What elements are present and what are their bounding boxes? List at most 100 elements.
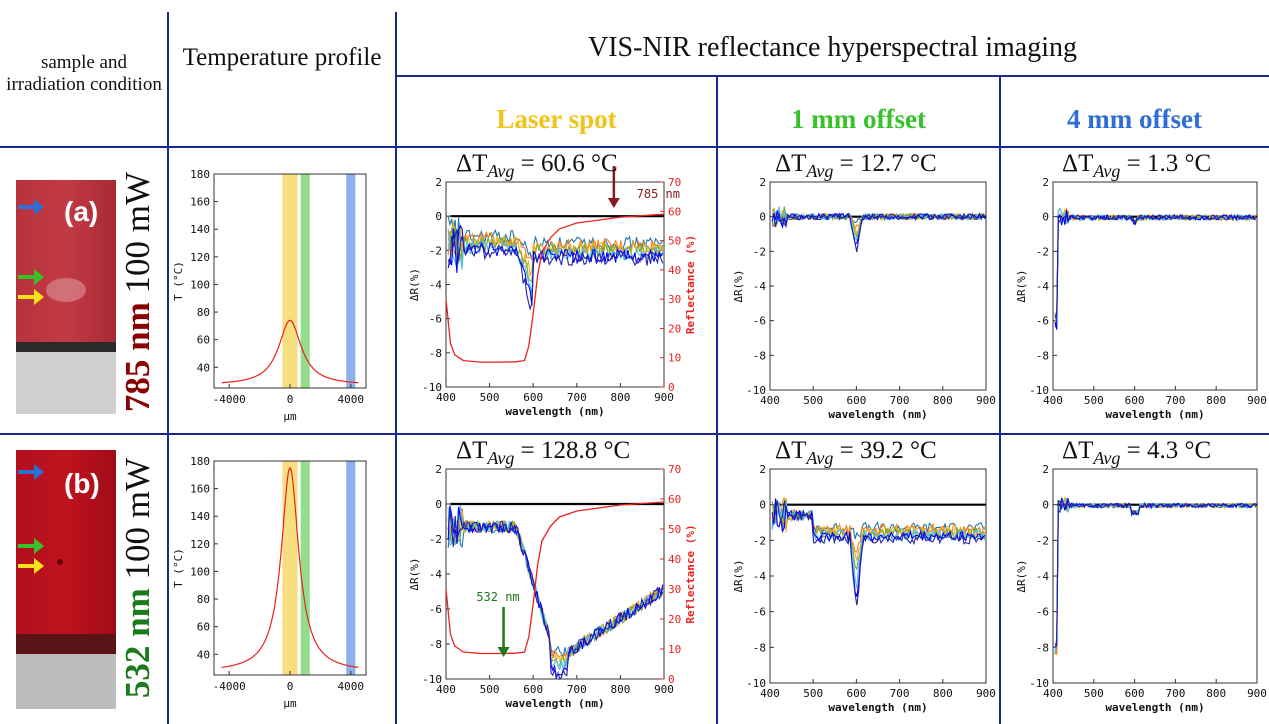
x-tick-label: 700 xyxy=(1165,687,1185,700)
x-tick-label: 600 xyxy=(1125,687,1145,700)
x-tick-label: 700 xyxy=(1165,394,1185,407)
y-tick-label: -8 xyxy=(753,349,766,362)
y2-tick-label: 50 xyxy=(668,235,681,248)
y2-tick-label: 40 xyxy=(668,553,681,566)
band-laser xyxy=(282,174,298,388)
y-tick-label: -6 xyxy=(753,606,766,619)
dr-series-4 xyxy=(771,206,985,242)
x-tick-label: 600 xyxy=(1125,394,1145,407)
y-tick-label: -6 xyxy=(429,313,442,326)
dr-series-6 xyxy=(771,211,986,253)
header-laser-spot: Laser spot xyxy=(496,104,617,134)
power-b: 100 mW xyxy=(118,457,157,580)
x-tick-label: 500 xyxy=(803,687,823,700)
spectrum-chart-a-4mm: -10 -8 -6 -4 -2 0 2 400 500 600 700 800 900 wavelengt… xyxy=(1015,176,1267,421)
y-tick-label: 60 xyxy=(197,621,210,634)
x-axis-label: wavelength (nm) xyxy=(828,408,927,421)
dr-series-4 xyxy=(1054,207,1256,330)
dr-series-6 xyxy=(1054,497,1257,648)
y-tick-label: 100 xyxy=(190,565,210,578)
dr-series-0 xyxy=(1054,211,1257,326)
x-tick-label: 900 xyxy=(1247,394,1267,407)
x-axis-label: wavelength (nm) xyxy=(1105,701,1204,714)
x-tick-label: 800 xyxy=(933,687,953,700)
spectrum-chart-a-1mm: -10 -8 -6 -4 -2 0 2 400 500 600 700 800 900 wavelengt… xyxy=(732,176,996,421)
y2-tick-label: 30 xyxy=(668,293,681,306)
x-tick-label: 600 xyxy=(523,391,543,404)
power-a: 100 mW xyxy=(118,171,157,294)
y-tick-label: 180 xyxy=(190,168,210,181)
x-tick-label: 0 xyxy=(287,680,294,693)
spectrum-chart-b-4mm: -10 -8 -6 -4 -2 0 2 400 500 600 700 800 900 wavelengt… xyxy=(1015,463,1267,714)
y2-tick-label: 0 xyxy=(668,381,675,394)
y-tick-label: -8 xyxy=(1036,641,1049,654)
x-axis-label: wavelength (nm) xyxy=(828,701,927,714)
y-tick-label: 0 xyxy=(435,498,442,511)
dr-series-6 xyxy=(447,509,664,681)
x-axis-label: wavelength (nm) xyxy=(505,405,604,418)
header-4mm-offset: 4 mm offset xyxy=(1067,104,1202,134)
y-tick-label: -4 xyxy=(753,280,767,293)
y2-tick-label: 70 xyxy=(668,463,681,476)
y-tick-label: -8 xyxy=(429,347,442,360)
y-tick-label: -8 xyxy=(429,638,442,651)
dr-series-2 xyxy=(1054,208,1257,326)
x-tick-label: 400 xyxy=(760,687,780,700)
dr-series-1 xyxy=(1054,499,1257,655)
y2-tick-label: 50 xyxy=(668,523,681,536)
dr-series-3 xyxy=(771,206,986,239)
y-tick-label: -10 xyxy=(746,677,766,690)
sample-photo-a xyxy=(16,180,116,414)
condition-label-a: 785 nm 100 mW xyxy=(118,152,158,432)
y-tick-label: 100 xyxy=(190,278,210,291)
y-tick-label: -6 xyxy=(1036,315,1049,328)
dt-a-4mm: ΔTAvg = 1.3 °C xyxy=(1062,150,1212,181)
dt-b-4mm: ΔTAvg = 4.3 °C xyxy=(1062,437,1212,468)
condition-label-b: 532 nm 100 mW xyxy=(118,438,158,718)
dt-b-laser: ΔTAvg = 128.8 °C xyxy=(456,437,631,468)
y-tick-label: -4 xyxy=(1036,570,1050,583)
x-tick-label: 800 xyxy=(1206,687,1226,700)
header-sample: sample and irradiation condition xyxy=(6,52,162,95)
dt-a-1mm: ΔTAvg = 12.7 °C xyxy=(775,150,937,181)
y-tick-label: 40 xyxy=(197,648,210,661)
y-tick-label: -10 xyxy=(422,673,442,686)
panel-letter-a: (a) xyxy=(64,196,99,227)
y2-tick-label: 20 xyxy=(668,322,681,335)
x-tick-label: 500 xyxy=(480,391,500,404)
x-tick-label: -4000 xyxy=(213,393,246,406)
sample-photo-b xyxy=(16,450,116,709)
dr-series-5 xyxy=(447,224,664,306)
x-tick-label: 500 xyxy=(1084,394,1104,407)
reflectance-curve xyxy=(445,213,665,363)
x-tick-label: 500 xyxy=(803,394,823,407)
x-tick-label: 600 xyxy=(846,394,866,407)
temperature-curve xyxy=(221,319,359,384)
x-tick-label: 400 xyxy=(1043,394,1063,407)
x-tick-label: 400 xyxy=(436,391,456,404)
y-tick-label: 160 xyxy=(190,483,210,496)
x-tick-label: 600 xyxy=(846,687,866,700)
y-tick-label: -10 xyxy=(746,384,766,397)
y-axis-label: ΔR(%) xyxy=(732,269,745,302)
y-tick-label: 0 xyxy=(1042,499,1049,512)
y-tick-label: 2 xyxy=(435,176,442,189)
header-vis-nir: VIS-NIR reflectance hyperspectral imagin… xyxy=(587,32,1077,63)
x-tick-label: 600 xyxy=(523,683,543,696)
y2-tick-label: 60 xyxy=(668,493,681,506)
temperature-chart-a: 40 60 80 100 120 140 160 180 -4000 0 4000 μm T (°C) xyxy=(172,168,367,423)
y-tick-label: -6 xyxy=(753,315,766,328)
plot-frame xyxy=(445,181,665,388)
x-tick-label: 700 xyxy=(890,687,910,700)
x-tick-label: 400 xyxy=(760,394,780,407)
y-axis-label: ΔR(%) xyxy=(1015,559,1028,592)
y-tick-label: 2 xyxy=(759,176,766,189)
y-tick-label: 40 xyxy=(197,361,210,374)
header-temperature: Temperature profile xyxy=(182,44,382,71)
y-tick-label: -10 xyxy=(422,381,442,394)
y-tick-label: 2 xyxy=(1042,463,1049,476)
dt-a-laser: ΔTAvg = 60.6 °C xyxy=(456,150,618,181)
x-tick-label: 700 xyxy=(890,394,910,407)
y-tick-label: -4 xyxy=(429,568,443,581)
